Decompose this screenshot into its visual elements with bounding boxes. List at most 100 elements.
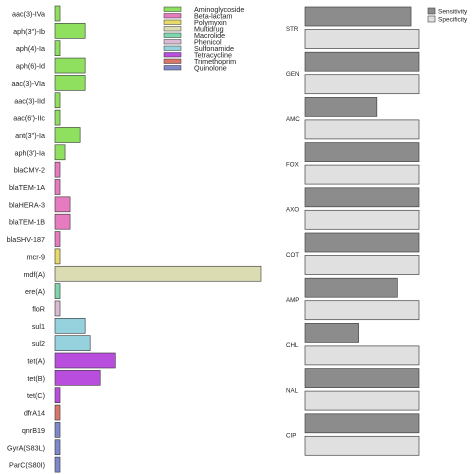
- legend-swatch: [163, 45, 182, 51]
- metric-bar: [304, 6, 412, 27]
- y-tick-label: blaHERA-3: [9, 200, 45, 209]
- y-tick-label: blaSHV-187: [7, 235, 45, 244]
- y-tick-label: AMP: [286, 297, 299, 304]
- metric-bar: [304, 74, 420, 95]
- y-tick-label: sul1: [32, 322, 45, 331]
- metric-bar: [304, 435, 420, 456]
- y-tick-label: STR: [286, 26, 299, 33]
- legend-label: Macrolide: [194, 31, 225, 40]
- legend-label: Tetracycline: [194, 50, 232, 59]
- y-tick-label: GEN: [286, 71, 299, 78]
- gene-bar: [54, 370, 101, 386]
- y-tick-label: aac(3)-IVa: [12, 10, 45, 19]
- legend-swatch: [163, 39, 182, 45]
- metric-bar: [304, 232, 420, 253]
- legend-label: Multidrug: [194, 24, 224, 33]
- metric-bar: [304, 300, 420, 321]
- metric-bar: [304, 142, 420, 162]
- legend-swatch: [163, 6, 182, 12]
- gene-bar: [54, 265, 262, 282]
- gene-bar: [54, 352, 116, 369]
- legend-swatch: [163, 65, 182, 71]
- legend-label: Sensitivity: [438, 9, 468, 16]
- y-tick-label: ere(A): [25, 287, 45, 296]
- legend-swatch: [163, 13, 182, 19]
- gene-bar: [54, 300, 61, 317]
- y-tick-label: floR: [32, 304, 45, 313]
- legend-label: Polymyxin: [194, 18, 227, 27]
- y-tick-label: aac(3)-IId: [14, 96, 45, 105]
- y-tick-label: FOX: [286, 161, 299, 168]
- metric-bar: [304, 413, 420, 434]
- legend-swatch: [163, 58, 182, 64]
- metric-bar: [304, 164, 420, 185]
- y-tick-label: mcr-9: [27, 252, 45, 261]
- legend-label: Specificity: [438, 17, 468, 24]
- gene-bar: [54, 422, 61, 438]
- y-tick-label: ParC(S80I): [9, 461, 45, 470]
- y-tick-label: aph(3'')-Ib: [13, 27, 45, 36]
- y-tick-label: blaTEM-1B: [9, 218, 45, 227]
- y-tick-label: COT: [286, 252, 299, 259]
- gene-bar: [54, 57, 86, 74]
- y-tick-label: blaTEM-1A: [9, 183, 45, 192]
- y-tick-label: aph(3')-Ia: [14, 148, 45, 157]
- gene-bar: [54, 109, 61, 126]
- y-tick-label: dfrA14: [24, 409, 45, 418]
- metric-bar: [304, 345, 420, 366]
- y-tick-label: CIP: [286, 433, 296, 440]
- gene-bar: [54, 404, 61, 421]
- y-tick-label: qnrB19: [22, 426, 45, 435]
- metric-bar: [304, 119, 420, 140]
- metric-bar: [304, 277, 398, 298]
- gene-bar: [54, 179, 61, 195]
- y-tick-label: tet(B): [27, 374, 45, 383]
- legend-label: Sulfonamide: [194, 44, 234, 53]
- gene-bar: [54, 5, 61, 22]
- metric-bar: [304, 97, 378, 117]
- y-tick-label: AXO: [286, 207, 299, 214]
- y-tick-label: aac(6')-IIc: [13, 114, 45, 123]
- legend-swatch: [163, 19, 182, 25]
- y-tick-label: NAL: [286, 387, 299, 394]
- legend-label: Phenicol: [194, 37, 222, 46]
- legend-label: Aminoglycoside: [194, 5, 244, 14]
- y-tick-label: aac(3)-VIa: [11, 79, 45, 88]
- gene-bar: [54, 439, 61, 456]
- y-tick-label: GyrA(S83L): [7, 443, 45, 452]
- gene-bar: [54, 144, 66, 161]
- gene-bar: [54, 387, 61, 404]
- legend-label: Trimethoprim: [194, 57, 236, 66]
- gene-bar: [54, 231, 61, 247]
- gene-bar: [54, 213, 71, 230]
- y-tick-label: sul2: [32, 339, 45, 348]
- legend-label: Quinolone: [194, 63, 227, 72]
- gene-bar: [54, 92, 61, 109]
- gene-bar: [54, 317, 86, 334]
- metric-bar: [304, 390, 420, 411]
- gene-bar: [54, 335, 91, 351]
- metric-bar: [304, 29, 420, 49]
- metric-bar: [304, 255, 420, 275]
- gene-bar: [54, 75, 86, 91]
- legend-swatch: [163, 32, 182, 38]
- metric-bar: [304, 209, 420, 230]
- legend-label: Beta-lactam: [194, 11, 232, 20]
- gene-bar: [54, 127, 81, 143]
- metric-bar: [304, 368, 420, 388]
- y-tick-label: ant(3'')-Ia: [15, 131, 45, 140]
- gene-bar: [54, 161, 61, 178]
- metric-bar: [304, 323, 359, 343]
- y-tick-label: aph(6)-Id: [16, 62, 45, 71]
- legend-swatch: [163, 26, 182, 32]
- legend-swatch: [427, 7, 436, 15]
- gene-bar: [54, 283, 61, 299]
- y-tick-label: CHL: [286, 342, 299, 349]
- gene-bar: [54, 456, 61, 473]
- gene-bar: [54, 23, 86, 39]
- metric-bar: [304, 187, 420, 208]
- y-tick-label: tet(C): [27, 391, 45, 400]
- gene-bar: [54, 40, 61, 57]
- y-tick-label: tet(A): [27, 357, 45, 366]
